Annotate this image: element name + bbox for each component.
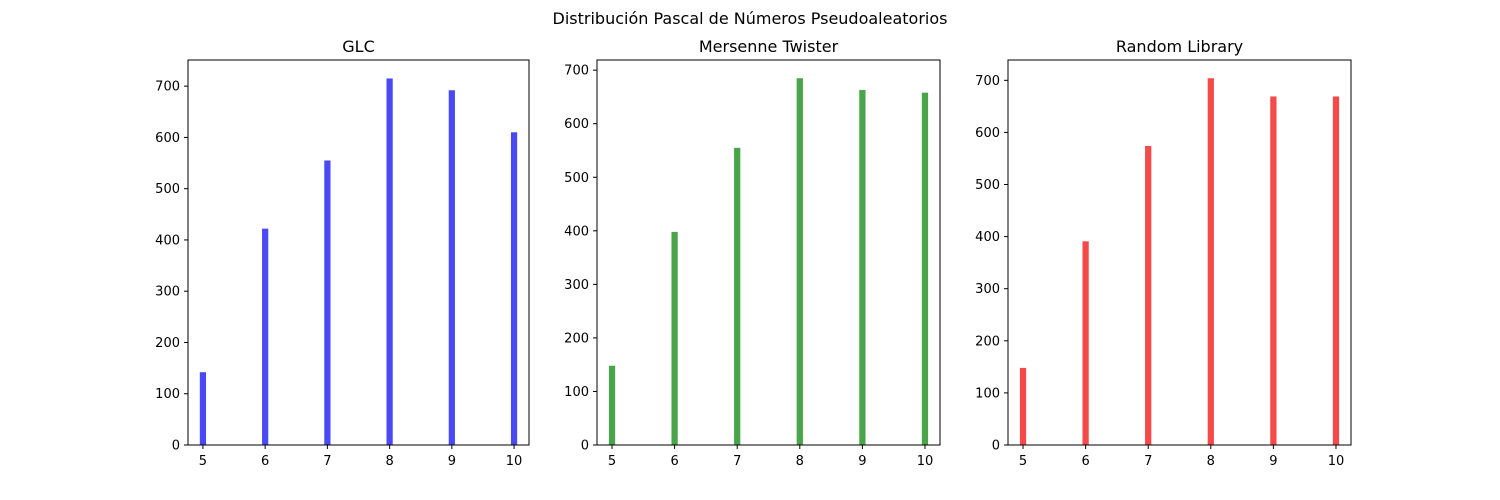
figure-suptitle: Distribución Pascal de Números Pseudoale… (553, 9, 948, 28)
y-tick-label: 600 (564, 117, 589, 132)
x-tick-label: 9 (1269, 454, 1277, 469)
x-tick-label: 6 (261, 454, 269, 469)
y-tick-label: 100 (155, 387, 180, 402)
y-tick-label: 700 (564, 64, 589, 79)
x-tick-label: 7 (1144, 454, 1152, 469)
x-tick-label: 9 (858, 454, 866, 469)
bar-7 (1145, 145, 1152, 445)
y-tick-label: 500 (975, 178, 1000, 193)
y-tick-label: 400 (155, 233, 180, 248)
x-tick-label: 5 (1019, 454, 1027, 469)
axes-frame (1007, 59, 1352, 446)
y-tick-label: 500 (155, 182, 180, 197)
x-tick-label: 8 (385, 454, 393, 469)
y-tick-label: 100 (564, 385, 589, 400)
y-tick-label: 500 (564, 171, 589, 186)
bar-9 (859, 89, 866, 446)
y-tick-label: 0 (992, 439, 1000, 454)
y-tick-label: 300 (155, 285, 180, 300)
bar-10 (1332, 96, 1340, 445)
x-tick-label: 10 (917, 454, 934, 469)
subplot-title: Mersenne Twister (699, 37, 839, 56)
bar-5 (1019, 367, 1027, 445)
x-tick-label: 5 (608, 454, 616, 469)
x-tick-label: 6 (670, 454, 678, 469)
bar-7 (734, 147, 741, 445)
x-tick-label: 6 (1081, 454, 1089, 469)
y-tick-label: 600 (975, 126, 1000, 141)
x-tick-label: 9 (448, 454, 456, 469)
x-tick-label: 5 (199, 454, 207, 469)
subplot-title: Random Library (1116, 37, 1243, 56)
bar-6 (1082, 241, 1089, 445)
subplot-title: GLC (342, 37, 374, 56)
y-tick-label: 300 (975, 282, 1000, 297)
y-tick-label: 700 (155, 80, 180, 95)
y-tick-label: 400 (975, 230, 1000, 245)
y-tick-label: 200 (155, 336, 180, 351)
bar-9 (1270, 96, 1277, 445)
axes-frame (596, 59, 941, 446)
bar-5 (199, 372, 207, 445)
bar-8 (796, 78, 803, 446)
x-tick-label: 10 (1328, 454, 1345, 469)
x-tick-label: 7 (733, 454, 741, 469)
bar-7 (324, 160, 331, 446)
y-tick-label: 400 (564, 224, 589, 239)
bar-9 (448, 90, 455, 445)
bar-6 (671, 231, 678, 445)
y-tick-label: 700 (975, 74, 1000, 89)
y-tick-label: 0 (172, 439, 180, 454)
y-tick-label: 0 (581, 439, 589, 454)
y-tick-label: 100 (975, 386, 1000, 401)
bar-5 (608, 365, 616, 445)
x-tick-label: 8 (796, 454, 804, 469)
y-tick-label: 600 (155, 131, 180, 146)
bar-6 (262, 228, 269, 445)
bar-8 (386, 78, 393, 446)
x-tick-label: 8 (1207, 454, 1215, 469)
y-tick-label: 200 (975, 334, 1000, 349)
x-tick-label: 7 (323, 454, 331, 469)
x-tick-label: 10 (506, 454, 523, 469)
bar-10 (510, 132, 518, 445)
axes-frame (187, 59, 530, 446)
y-tick-label: 300 (564, 278, 589, 293)
bar-10 (921, 92, 929, 445)
bar-8 (1207, 78, 1214, 445)
y-tick-label: 200 (564, 331, 589, 346)
